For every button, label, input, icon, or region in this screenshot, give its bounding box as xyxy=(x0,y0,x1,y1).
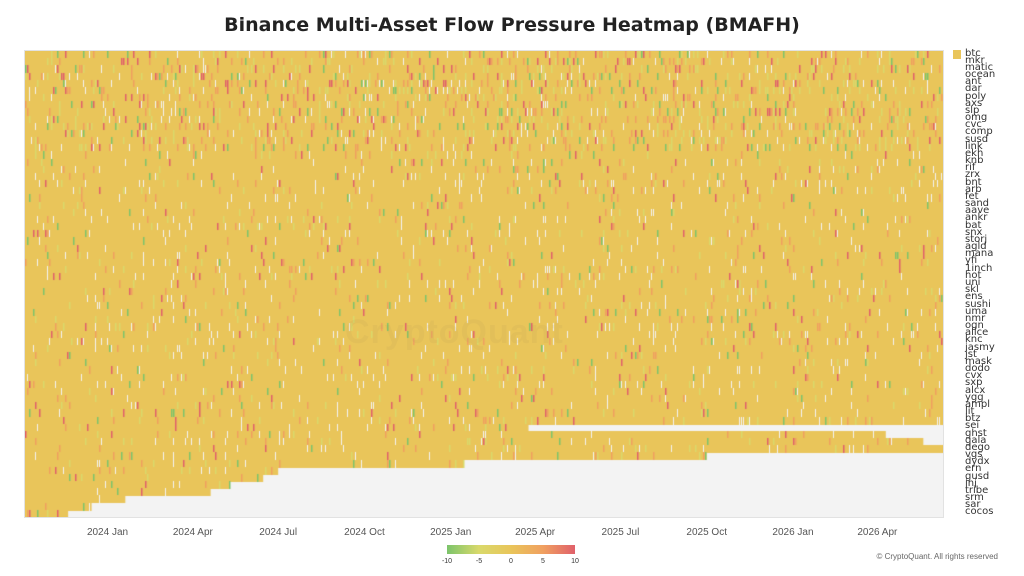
y-tick-label: srm xyxy=(965,492,984,504)
y-tick-label: knb xyxy=(965,155,984,167)
y-tick-label: sxp xyxy=(965,377,983,389)
y-tick-label: fet xyxy=(965,190,979,202)
y-tick-label: 1inch xyxy=(965,262,993,274)
y-tick-label: dego xyxy=(965,441,990,453)
y-tick-label: alcx xyxy=(965,384,986,396)
y-tick-label: ocean xyxy=(965,69,996,81)
y-tick-label: dodo xyxy=(965,363,990,375)
y-tick-label: jst xyxy=(965,348,977,360)
y-tick-label: mkr xyxy=(965,54,985,66)
y-tick-label: knc xyxy=(965,334,983,346)
y-tick-label: sar xyxy=(965,499,981,511)
colorbar xyxy=(447,545,575,554)
y-tick-label: yfi xyxy=(965,255,978,267)
y-tick-label: omg xyxy=(965,112,988,124)
x-tick-label: 2025 Jan xyxy=(430,527,472,538)
y-tick-label: vgs xyxy=(965,449,983,461)
y-tick-label: susd xyxy=(965,133,989,145)
y-tick-label: mask xyxy=(965,355,992,367)
y-tick-label: aave xyxy=(965,205,990,217)
y-tick-label: btc xyxy=(965,47,981,59)
colorbar-tick-label: 5 xyxy=(541,558,545,565)
y-tick-label: ampl xyxy=(965,398,990,410)
y-tick-label: ogn xyxy=(965,320,984,331)
y-tick-label: axs xyxy=(965,97,983,109)
y-tick-label: skl xyxy=(965,284,979,296)
y-tick-label: dar xyxy=(965,83,982,95)
y-tick-label: uni xyxy=(965,277,981,288)
colorbar-tick-label: -10 xyxy=(441,558,453,565)
watermark: CryptoQuant xyxy=(345,313,564,351)
legend-swatch xyxy=(953,50,961,59)
y-tick-label: sei xyxy=(965,420,980,432)
y-tick-label: bnt xyxy=(965,176,982,188)
y-tick-label: rif xyxy=(965,162,976,174)
y-tick-label: uma xyxy=(965,305,988,317)
y-tick-label: storj xyxy=(965,233,988,245)
y-tick-label: comp xyxy=(965,126,993,138)
colorbar-ticks: -10 -5 0 5 10 xyxy=(442,558,579,570)
y-tick-label: arb xyxy=(965,183,982,195)
y-tick-label: agld xyxy=(965,241,987,253)
y-tick-label: matic xyxy=(965,61,994,73)
chart-title: Binance Multi-Asset Flow Pressure Heatma… xyxy=(224,14,800,36)
copyright-text: © CryptoQuant. All rights reserved xyxy=(876,552,999,561)
y-tick-label: ant xyxy=(965,76,982,88)
y-tick-label: jasmy xyxy=(965,341,995,353)
x-axis-labels: 2024 Jan 2024 Apr 2024 Jul 2024 Oct 2025 Jan… xyxy=(24,527,944,541)
y-tick-label: ygg xyxy=(965,391,984,403)
y-tick-label: ankr xyxy=(965,212,988,224)
y-tick-label: gusd xyxy=(965,470,990,482)
x-tick-label: 2025 Apr xyxy=(515,527,556,538)
y-tick-label: gala xyxy=(965,434,987,446)
y-tick-label: ens xyxy=(965,291,983,303)
x-tick-label: 2024 Apr xyxy=(172,527,213,538)
y-tick-label: snx xyxy=(965,226,983,238)
y-tick-label: ghst xyxy=(965,427,987,439)
y-tick-label: ekh xyxy=(965,147,984,159)
y-tick-label: dydx xyxy=(965,456,990,468)
y-tick-label: link xyxy=(965,140,983,152)
x-tick-label: 2024 Jul xyxy=(259,527,298,538)
x-tick-label: 2025 Oct xyxy=(686,527,727,538)
x-tick-label: 2025 Jul xyxy=(601,527,640,538)
heatmap-canvas[interactable] xyxy=(25,51,943,517)
y-tick-label: zrx xyxy=(965,169,981,181)
y-tick-label: cocos xyxy=(965,506,994,518)
x-tick-label: 2024 Oct xyxy=(344,527,385,538)
x-tick-label: 2026 Jan xyxy=(772,527,814,538)
y-tick-label: bat xyxy=(965,219,982,231)
y-tick-label: sushi xyxy=(965,298,991,310)
y-tick-label: cvx xyxy=(965,370,983,382)
y-tick-label: btz xyxy=(965,413,981,425)
heatmap-plot-area[interactable]: CryptoQuant xyxy=(24,50,944,518)
y-tick-label: alice xyxy=(965,327,989,339)
y-tick-label: tribe xyxy=(965,484,989,496)
y-tick-label: lit xyxy=(965,406,975,418)
y-tick-label: inj xyxy=(965,477,977,489)
y-tick-label: nmr xyxy=(965,312,986,324)
y-tick-label: cvc xyxy=(965,119,982,131)
x-tick-label: 2024 Jan xyxy=(86,527,129,538)
y-tick-label: ern xyxy=(965,463,982,475)
x-tick-label: 2026 Apr xyxy=(857,527,898,538)
colorbar-tick-label: 0 xyxy=(509,558,513,565)
y-tick-label: poly xyxy=(965,90,987,102)
y-tick-label: sand xyxy=(965,198,990,210)
colorbar-tick-label: -5 xyxy=(475,558,483,565)
y-tick-label: slp xyxy=(965,104,980,116)
y-axis-labels: btc mkr matic ocean ant dar poly axs slp omg cvc co… xyxy=(953,48,1024,518)
y-tick-label: mana xyxy=(965,248,994,260)
y-tick-label: hot xyxy=(965,269,982,281)
colorbar-tick-label: 10 xyxy=(571,558,579,565)
